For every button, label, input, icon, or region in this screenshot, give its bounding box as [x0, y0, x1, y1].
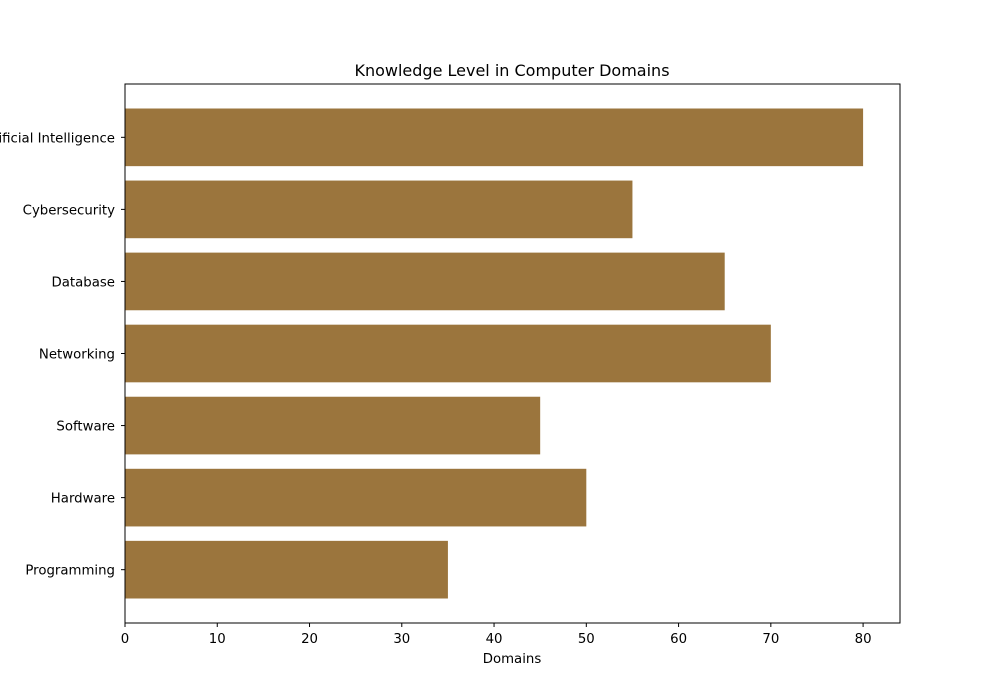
bar [125, 396, 541, 455]
x-tick-label: 0 [121, 632, 129, 647]
x-tick-label: 80 [855, 632, 872, 647]
bar [125, 252, 725, 311]
y-tick-label: Cybersecurity [23, 203, 115, 218]
y-tick-label: Networking [39, 348, 115, 363]
chart-title: Knowledge Level in Computer Domains [354, 61, 669, 80]
x-tick-label: 50 [578, 632, 595, 647]
x-axis-label: Domains [483, 652, 542, 667]
bar [125, 540, 448, 599]
bar [125, 324, 771, 383]
bar [125, 468, 587, 527]
x-tick-label: 60 [670, 632, 687, 647]
bars-group [125, 108, 864, 599]
y-tick-label: Artificial Intelligence [0, 131, 115, 146]
x-axis: 0 10 20 30 40 50 60 70 80 [121, 623, 872, 647]
bar [125, 180, 633, 239]
y-tick-label: Programming [25, 564, 115, 579]
y-tick-label: Hardware [51, 492, 115, 507]
bar [125, 108, 864, 167]
x-tick-label: 40 [486, 632, 503, 647]
x-tick-label: 30 [393, 632, 410, 647]
x-tick-label: 10 [209, 632, 226, 647]
y-axis: Programming Hardware Software Networking Dat… [0, 131, 125, 579]
y-tick-label: Database [52, 275, 115, 290]
x-tick-label: 20 [301, 632, 318, 647]
x-tick-label: 70 [762, 632, 779, 647]
y-tick-label: Software [56, 420, 115, 435]
